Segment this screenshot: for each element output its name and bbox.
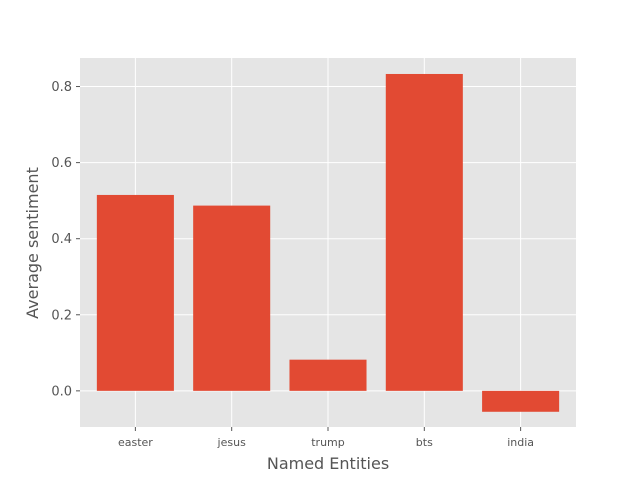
y-tick-label: 0.2 (51, 308, 72, 323)
x-tick-label: india (507, 436, 534, 449)
y-tick-label: 0.4 (51, 232, 72, 247)
x-tick-label: bts (416, 436, 433, 449)
x-tick-label: jesus (217, 436, 247, 449)
bar-bts (385, 73, 463, 391)
y-tick-label: 0.0 (51, 384, 72, 399)
x-axis-ticks: easter jesus trump bts india (118, 427, 534, 449)
x-tick-label: easter (118, 436, 153, 449)
y-axis-label: Average sentiment (23, 167, 42, 319)
bar-india (482, 390, 560, 412)
bar-jesus (193, 205, 271, 391)
bar-trump (289, 359, 367, 391)
bar-easter (96, 194, 174, 391)
bars (96, 73, 560, 412)
x-tick-label: trump (311, 436, 345, 449)
y-tick-label: 0.6 (51, 156, 72, 171)
y-tick-label: 0.8 (51, 80, 72, 95)
y-axis-ticks: 0.0 0.2 0.4 0.6 0.8 (51, 80, 80, 399)
x-axis-label: Named Entities (267, 454, 389, 473)
